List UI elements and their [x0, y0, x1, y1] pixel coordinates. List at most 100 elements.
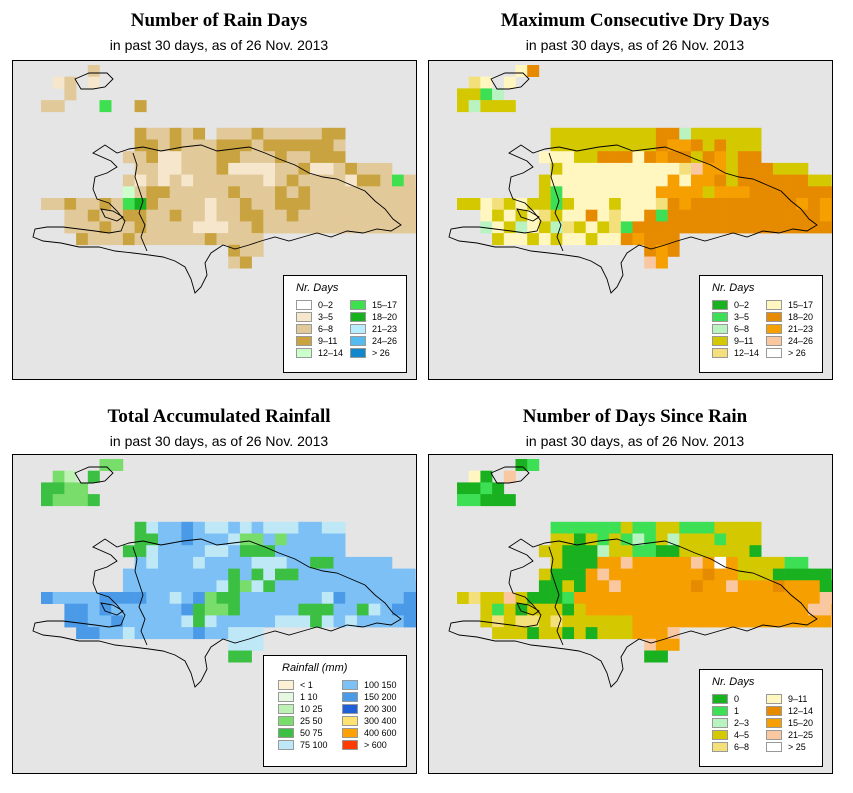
- grid-cell: [87, 627, 100, 640]
- grid-cell: [632, 162, 645, 175]
- map-rain-days[interactable]: Nr. Days 0–2 3–5 6–8 9–11 12–14 15–17 18–20 21–2…: [12, 60, 417, 380]
- grid-cell: [169, 151, 182, 164]
- grid-cell: [562, 198, 575, 210]
- grid-cell: [251, 521, 264, 534]
- map-since-rain[interactable]: Nr. Days 0 1 2–3 4–5 6–8 9–11 12–14 15–20 21–25 > …: [428, 454, 833, 774]
- grid-cell: [749, 127, 762, 140]
- grid-cell: [251, 139, 264, 152]
- grid-cell: [655, 545, 668, 558]
- grid-cell: [644, 209, 657, 222]
- grid-cell: [204, 568, 217, 581]
- grid-cell: [714, 545, 727, 558]
- grid-cell: [726, 556, 739, 569]
- legend: Rainfall (mm) < 1 1 10 10 25 25 50 50 75 75 10…: [263, 655, 407, 767]
- grid-cell: [169, 174, 182, 187]
- legend-label: > 26: [372, 348, 390, 358]
- grid-cell: [298, 221, 311, 234]
- grid-cell: [169, 233, 182, 246]
- grid-cell: [146, 592, 159, 604]
- map-rainfall[interactable]: Rainfall (mm) < 1 1 10 10 25 25 50 50 75 75 10…: [12, 454, 417, 774]
- grid-cell: [286, 615, 299, 628]
- grid-cell: [819, 580, 832, 593]
- grid-cell: [87, 592, 100, 604]
- grid-cell: [181, 568, 194, 581]
- grid-cell: [574, 198, 586, 210]
- grid-cell: [216, 627, 229, 640]
- grid-cell: [158, 580, 170, 593]
- grid-cell: [134, 533, 147, 546]
- grid-cell: [321, 592, 334, 604]
- grid-cell: [251, 580, 264, 593]
- grid-cell: [158, 568, 170, 581]
- grid-cell: [574, 603, 586, 616]
- grid-cell: [275, 592, 287, 604]
- grid-cell: [415, 186, 416, 199]
- grid-cell: [492, 233, 505, 246]
- grid-cell: [761, 592, 774, 604]
- grid-cell: [737, 186, 750, 199]
- legend-label: 100 150: [364, 680, 397, 690]
- grid-cell: [275, 603, 287, 616]
- grid-cell: [515, 615, 528, 628]
- grid-cell: [333, 615, 346, 628]
- grid-cell: [368, 615, 381, 628]
- grid-cell: [298, 521, 311, 534]
- grid-cell: [655, 186, 668, 199]
- grid-cell: [749, 139, 762, 152]
- grid-cell: [228, 627, 241, 640]
- legend-label: 25 50: [300, 716, 323, 726]
- grid-cell: [562, 233, 575, 246]
- grid-cell: [737, 521, 750, 534]
- map-dry-days[interactable]: Nr. Days 0–2 3–5 6–8 9–11 12–14 15–17 18–20 21–2…: [428, 60, 833, 380]
- grid-cell: [275, 198, 287, 210]
- legend-label: 75 100: [300, 740, 328, 750]
- grid-cell: [468, 100, 481, 113]
- grid-cell: [321, 521, 334, 534]
- grid-cell: [644, 521, 657, 534]
- grid-cell: [216, 233, 229, 246]
- grid-cell: [538, 198, 551, 210]
- grid-cell: [403, 198, 416, 210]
- grid-cell: [702, 533, 715, 546]
- coastline-hispaniola: [32, 144, 402, 294]
- grid-cell: [620, 127, 633, 140]
- grid-cell: [134, 521, 147, 534]
- grid-cell: [193, 209, 206, 222]
- grid-cell: [251, 615, 264, 628]
- grid-cell: [204, 139, 217, 152]
- grid-cell: [772, 162, 785, 175]
- grid-cell: [609, 615, 622, 628]
- grid-cell: [468, 592, 481, 604]
- grid-cell: [749, 592, 762, 604]
- grid-cell: [702, 545, 715, 558]
- grid-cell: [181, 627, 194, 640]
- grid-cell: [667, 615, 680, 628]
- coastline-hispaniola: [448, 538, 818, 688]
- legend-label: 200 300: [364, 704, 397, 714]
- grid-cell: [356, 174, 369, 187]
- legend-label: 9–11: [318, 336, 338, 346]
- grid-cell: [679, 221, 692, 234]
- grid-cell: [714, 592, 727, 604]
- grid-cell: [585, 151, 598, 164]
- grid-cell: [392, 603, 404, 616]
- grid-cell: [251, 568, 264, 581]
- grid-cell: [585, 603, 598, 616]
- grid-cell: [380, 162, 393, 175]
- grid-cell: [239, 162, 252, 175]
- grid-cell: [392, 221, 404, 234]
- grid-cell: [784, 186, 797, 199]
- grid-cell: [321, 568, 334, 581]
- grid-cell: [333, 556, 346, 569]
- grid-cell: [333, 533, 346, 546]
- coastline-tortuga: [74, 72, 114, 90]
- grid-cell: [761, 162, 774, 175]
- grid-cell: [726, 603, 739, 616]
- grid-cell: [321, 221, 334, 234]
- grid-cell: [644, 221, 657, 234]
- grid-cell: [99, 615, 112, 628]
- grid-cell: [503, 470, 516, 483]
- grid-cell: [228, 186, 241, 199]
- grid-cell: [99, 233, 112, 246]
- grid-cell: [620, 186, 633, 199]
